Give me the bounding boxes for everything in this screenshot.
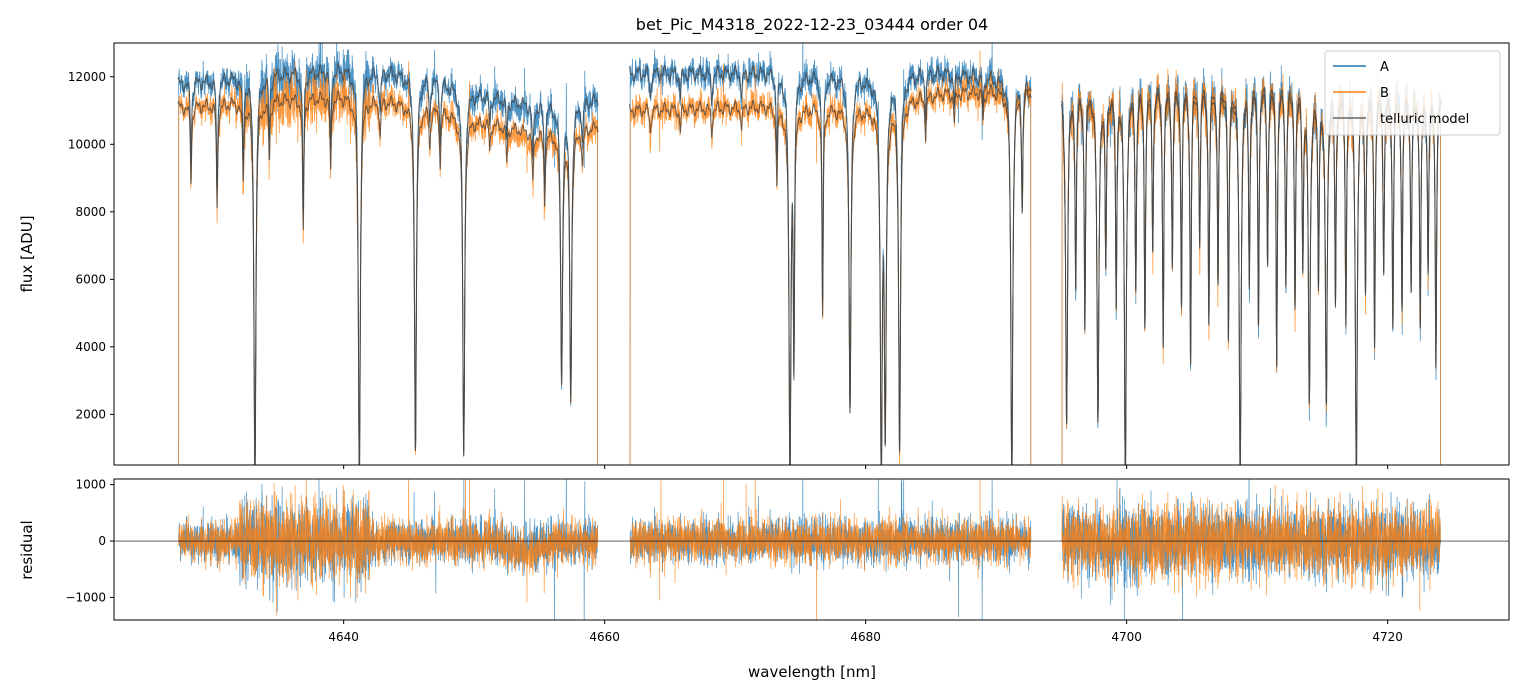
telluric-model-a-line-segment-2	[629, 64, 1032, 465]
series-b-flux-line-segment-2	[629, 50, 1032, 465]
residual-y-axis-label: residual	[18, 520, 36, 579]
legend-box	[1324, 50, 1501, 136]
series-b-flux-line-segment-1	[178, 61, 598, 465]
x-tick-label: 4640	[328, 630, 359, 644]
flux-y-tick-label: 2000	[75, 407, 106, 421]
series-b-residual-line-segment-3	[1061, 484, 1442, 611]
series-b-residual-line-segment-1	[177, 479, 599, 616]
legend-label-telluric-model: telluric model	[1380, 112, 1469, 127]
x-axis-label: wavelength [nm]	[748, 663, 876, 681]
residual-y-tick-label: 0	[98, 534, 106, 548]
legend: A B telluric model	[1324, 50, 1501, 136]
telluric-model-b-line-segment-2	[629, 83, 1032, 465]
residual-panel-frame	[113, 478, 1510, 621]
chart-title: bet_Pic_M4318_2022-12-23_03444 order 04	[636, 15, 988, 35]
axes-ticks: 4640 4660 4680 4700 4720 2000 4000 6000 8000 1000…	[65, 70, 1403, 644]
residual-y-tick-label: 1000	[75, 478, 106, 492]
flux-y-tick-label: 12000	[68, 70, 106, 84]
legend-label-b: B	[1380, 86, 1389, 101]
x-tick-label: 4700	[1111, 630, 1142, 644]
flux-panel-frame	[113, 42, 1510, 466]
flux-panel-plot-area	[177, 43, 1442, 465]
x-tick-label: 4680	[850, 630, 881, 644]
flux-y-tick-label: 10000	[68, 137, 106, 151]
legend-label-a: A	[1380, 60, 1389, 75]
telluric-model-a-line-segment-1	[177, 62, 599, 465]
flux-y-axis-label: flux [ADU]	[18, 215, 36, 292]
x-tick-label: 4660	[589, 630, 620, 644]
series-b-residual-line-segment-2	[629, 479, 1032, 620]
flux-y-tick-label: 4000	[75, 340, 106, 354]
x-tick-label: 4720	[1372, 630, 1403, 644]
flux-y-tick-label: 8000	[75, 205, 106, 219]
flux-y-tick-label: 6000	[75, 272, 106, 286]
residual-y-tick-label: −1000	[65, 590, 106, 604]
residual-panel-plot-area	[114, 479, 1509, 620]
telluric-model-b-line-segment-1	[177, 90, 599, 465]
